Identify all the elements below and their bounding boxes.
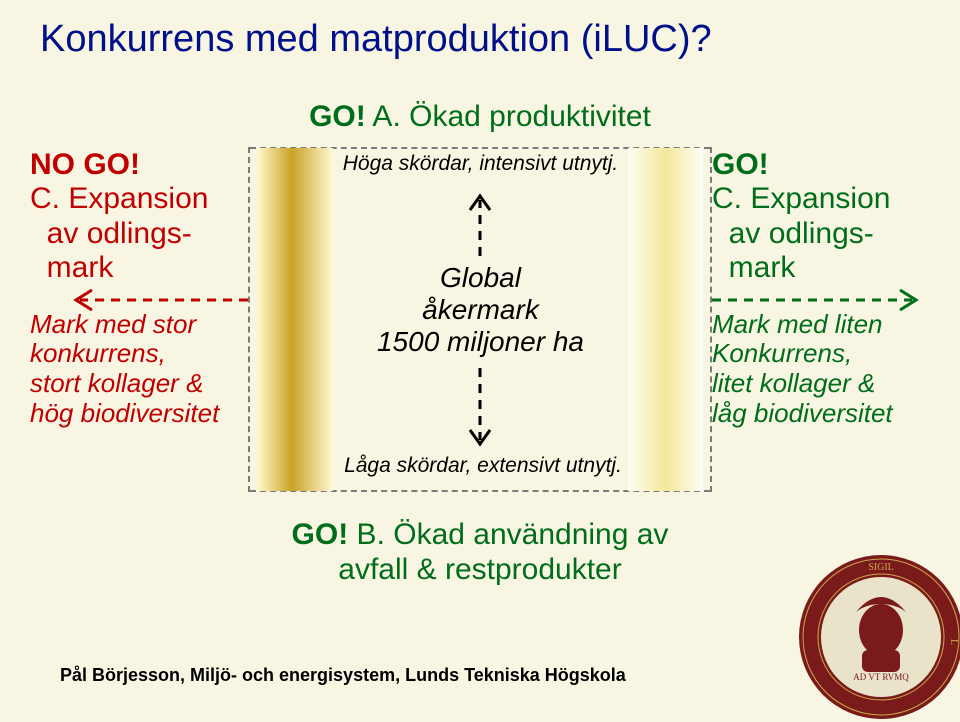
right-exp-1: C. Expansion [712, 182, 890, 215]
center-top-label: Höga skördar, intensivt utnytj. [338, 152, 623, 176]
right-column: GO! C. Expansion av odlings- mark Mark m… [712, 148, 940, 508]
left-mark-4: hög biodiversitet [30, 398, 219, 428]
center-mid-block: Global åkermark 1500 miljoner ha [338, 262, 623, 359]
slide-title: Konkurrens med matproduktion (iLUC)? [40, 18, 920, 61]
left-column: NO GO! C. Expansion av odlings- mark Mar… [30, 148, 250, 508]
bottom-go-block: GO! B. Ökad användning av avfall & restp… [200, 518, 760, 587]
svg-text:SIGIL: SIGIL [868, 562, 894, 573]
gradient-bar-right [628, 148, 703, 491]
top-go-line: GO! A. Ökad produktivitet [0, 100, 960, 134]
right-mark-1: Mark med liten [712, 309, 883, 339]
left-exp-3: mark [47, 251, 114, 284]
left-mark-1: Mark med stor [30, 309, 196, 339]
center-mid-2: åkermark [422, 294, 539, 325]
right-exp-3: mark [729, 251, 796, 284]
center-mid-1: Global [440, 262, 521, 293]
right-mark-block: Mark med liten Konkurrens, litet kollage… [712, 310, 940, 430]
university-seal-icon: SIGIL L AD VT RVMQ [796, 552, 960, 722]
right-mark-2: Konkurrens, [712, 338, 852, 368]
left-exp-2: av odlings- [47, 217, 192, 250]
bottom-line-2: avfall & restprodukter [338, 553, 621, 586]
right-mark-4: låg biodiversitet [712, 398, 893, 428]
left-nogo: NO GO! [30, 148, 250, 182]
left-mark-block: Mark med stor konkurrens, stort kollager… [30, 310, 250, 430]
right-expansion: C. Expansion av odlings- mark [712, 182, 940, 286]
bottom-go: GO! [292, 518, 349, 551]
bottom-line-1: B. Ökad användning av [348, 518, 668, 551]
svg-text:L: L [948, 639, 959, 645]
top-go: GO! [309, 100, 366, 133]
left-mark-3: stort kollager & [30, 368, 203, 398]
svg-text:AD VT RVMQ: AD VT RVMQ [853, 672, 909, 682]
right-exp-2: av odlings- [729, 217, 874, 250]
left-expansion: C. Expansion av odlings- mark [30, 182, 250, 286]
right-go: GO! [712, 148, 940, 182]
center-bot-label: Låga skördar, extensivt utnytj. [338, 454, 628, 478]
slide: Konkurrens med matproduktion (iLUC)? GO!… [0, 0, 960, 716]
gradient-bar-left [258, 148, 333, 491]
top-go-text: A. Ökad produktivitet [366, 100, 651, 133]
center-mid-3: 1500 miljoner ha [377, 326, 584, 357]
left-exp-1: C. Expansion [30, 182, 208, 215]
left-mark-2: konkurrens, [30, 338, 166, 368]
right-mark-3: litet kollager & [712, 368, 875, 398]
footer-text: Pål Börjesson, Miljö- och energisystem, … [60, 665, 626, 686]
